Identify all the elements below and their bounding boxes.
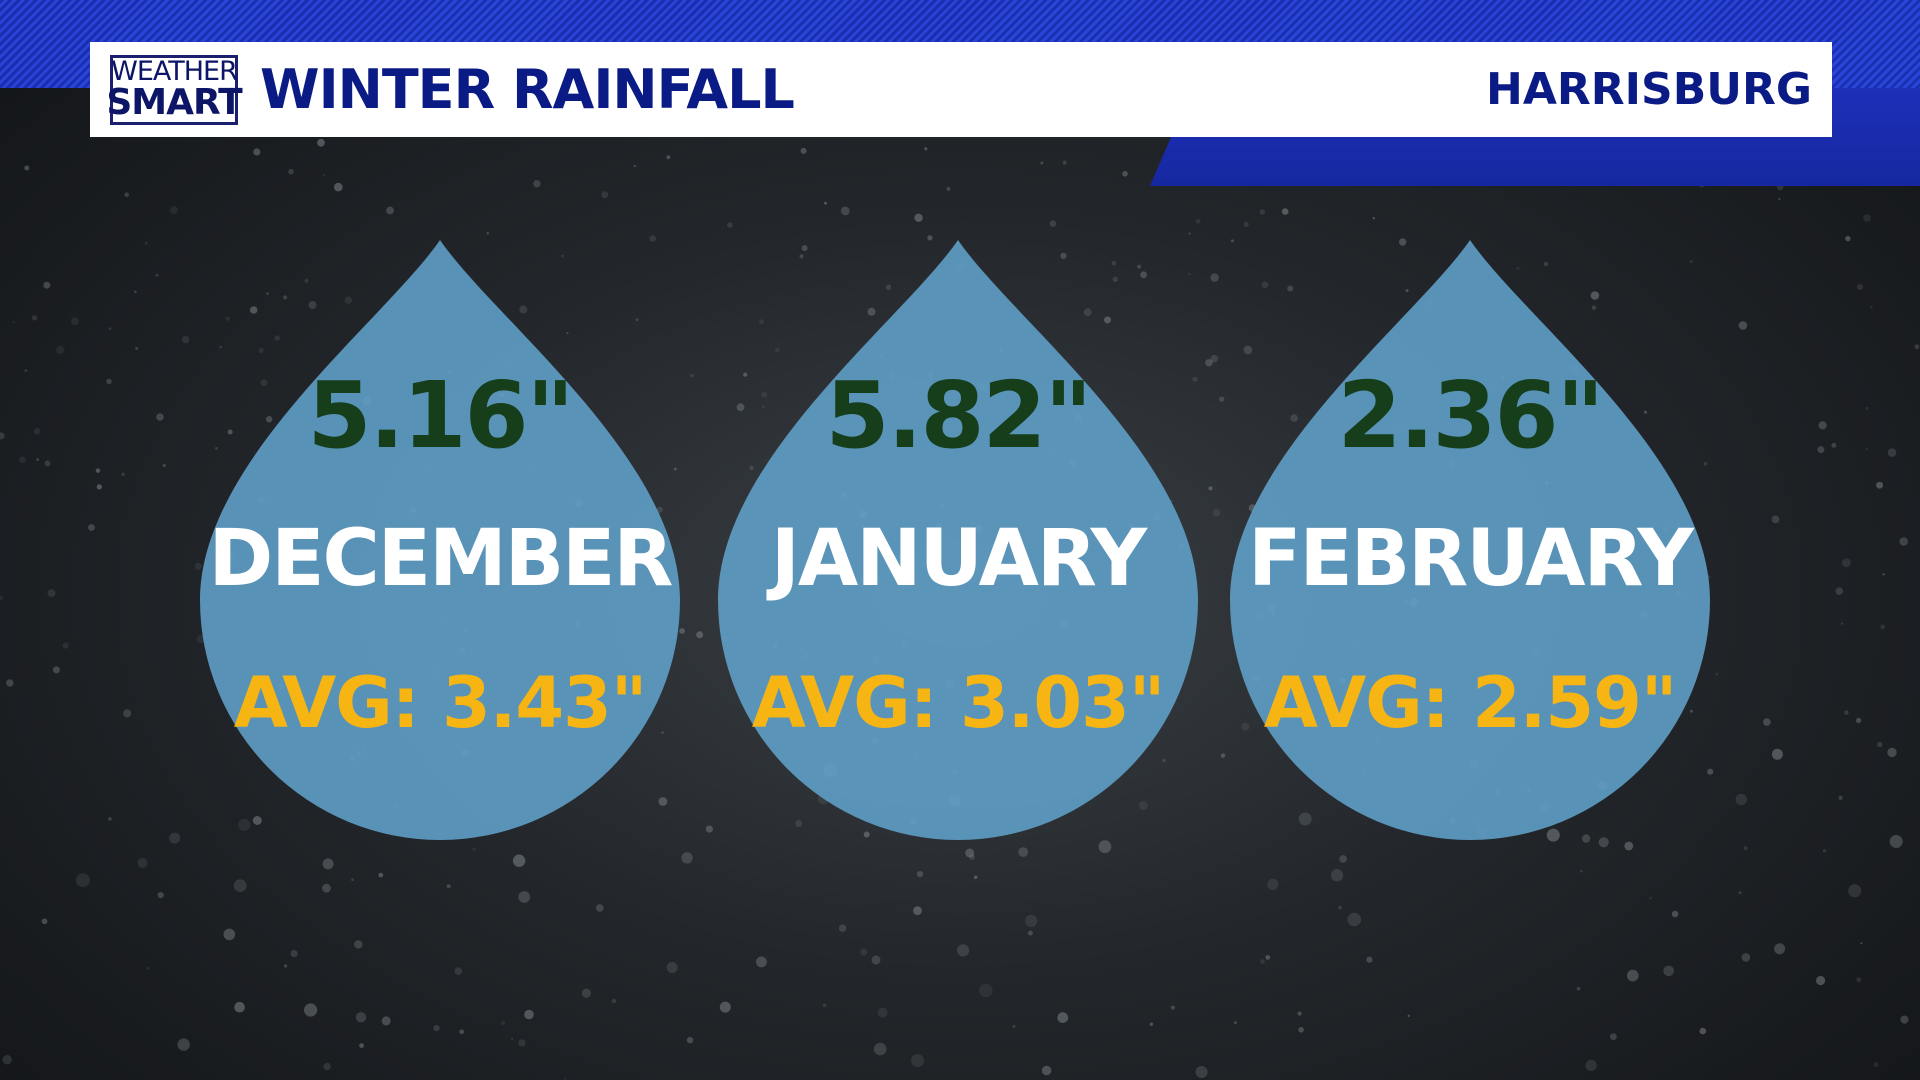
- raindrop-january: [718, 240, 1198, 840]
- december-label: DECEMBER: [208, 514, 674, 604]
- january-rainfall-value: 5.82": [825, 362, 1093, 469]
- location-label: HARRISBURG: [1486, 64, 1812, 115]
- logo-line-2: SMART: [106, 82, 242, 123]
- february-average: AVG: 2.59": [1263, 662, 1678, 744]
- raindrop-february: [1230, 240, 1710, 840]
- december-average: AVG: 3.43": [233, 662, 648, 744]
- title-bar: WEATHER SMART WINTER RAINFALL HARRISBURG: [90, 42, 1832, 137]
- january-average: AVG: 3.03": [751, 662, 1166, 744]
- february-rainfall-value: 2.36": [1337, 362, 1605, 469]
- weather-smart-logo: WEATHER SMART: [106, 54, 243, 125]
- february-label: FEBRUARY: [1248, 514, 1694, 604]
- raindrop-december: [200, 240, 680, 840]
- january-label: JANUARY: [770, 514, 1147, 604]
- logo-line-1: WEATHER: [111, 56, 238, 87]
- page-title: WINTER RAINFALL: [260, 58, 795, 121]
- december-rainfall-value: 5.16": [307, 362, 575, 469]
